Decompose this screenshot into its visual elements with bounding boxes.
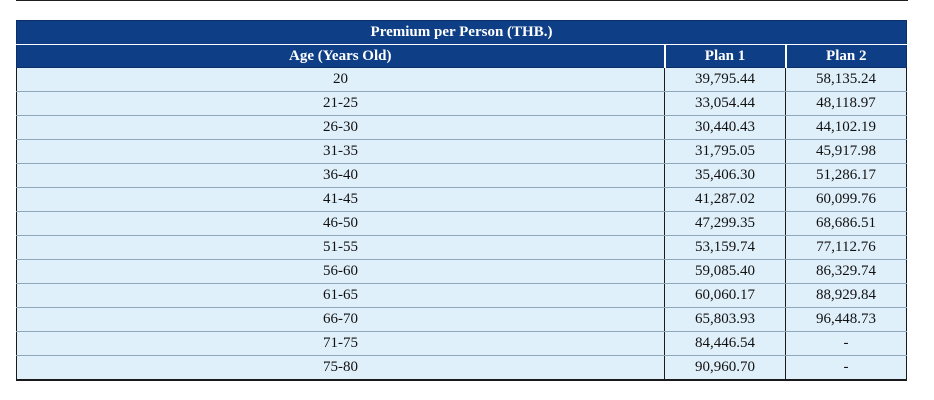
age-cell: 20 — [16, 67, 665, 92]
plan-2-premium-cell: - — [785, 331, 908, 356]
plan-1-premium-cell: 47,299.35 — [664, 211, 786, 236]
age-cell: 21-25 — [16, 91, 665, 116]
top-divider-line — [16, 0, 908, 1]
table-row: 21-25 33,054.44 48,118.97 — [16, 91, 908, 116]
plan-1-premium-cell: 30,440.43 — [664, 115, 786, 140]
plan-1-premium-cell: 90,960.70 — [664, 355, 786, 381]
table-row: 61-65 60,060.17 88,929.84 — [16, 283, 908, 308]
plan-2-premium-cell: - — [785, 355, 908, 381]
table-header-row: Age (Years Old) Plan 1 Plan 2 — [16, 44, 908, 68]
plan-2-premium-cell: 58,135.24 — [785, 67, 908, 92]
age-cell: 41-45 — [16, 187, 665, 212]
plan-1-premium-cell: 35,406.30 — [664, 163, 786, 188]
plan-2-premium-cell: 60,099.76 — [785, 187, 908, 212]
table-title: Premium per Person (THB.) — [15, 20, 908, 45]
column-header-age: Age (Years Old) — [16, 44, 665, 68]
age-cell: 71-75 — [16, 331, 665, 356]
table-row: 46-50 47,299.35 68,686.51 — [16, 211, 908, 236]
age-cell: 36-40 — [16, 163, 665, 188]
plan-1-premium-cell: 60,060.17 — [664, 283, 786, 308]
age-cell: 66-70 — [16, 307, 665, 332]
table-row: 41-45 41,287.02 60,099.76 — [16, 187, 908, 212]
plan-2-premium-cell: 48,118.97 — [785, 91, 908, 116]
plan-1-premium-cell: 84,446.54 — [664, 331, 786, 356]
age-cell: 56-60 — [16, 259, 665, 284]
age-cell: 31-35 — [16, 139, 665, 164]
plan-2-premium-cell: 45,917.98 — [785, 139, 908, 164]
table-body: 20 39,795.44 58,135.24 21-25 33,054.44 48,118… — [16, 67, 908, 381]
table-row: 36-40 35,406.30 51,286.17 — [16, 163, 908, 188]
table-row: 26-30 30,440.43 44,102.19 — [16, 115, 908, 140]
plan-2-premium-cell: 44,102.19 — [785, 115, 908, 140]
plan-1-premium-cell: 65,803.93 — [664, 307, 786, 332]
column-header-plan-1: Plan 1 — [663, 44, 786, 68]
plan-1-premium-cell: 59,085.40 — [664, 259, 786, 284]
table-row: 31-35 31,795.05 45,917.98 — [16, 139, 908, 164]
premium-table: Premium per Person (THB.) Age (Years Old… — [15, 20, 908, 381]
table-row: 71-75 84,446.54- — [16, 331, 908, 356]
plan-1-premium-cell: 39,795.44 — [664, 67, 786, 92]
age-cell: 61-65 — [16, 283, 665, 308]
plan-2-premium-cell: 68,686.51 — [785, 211, 908, 236]
plan-2-premium-cell: 88,929.84 — [785, 283, 908, 308]
plan-2-premium-cell: 77,112.76 — [785, 235, 908, 260]
age-cell: 26-30 — [16, 115, 665, 140]
table-row: 51-55 53,159.74 77,112.76 — [16, 235, 908, 260]
plan-1-premium-cell: 31,795.05 — [664, 139, 786, 164]
table-title-row: Premium per Person (THB.) — [15, 20, 908, 45]
age-cell: 46-50 — [16, 211, 665, 236]
column-header-plan-2: Plan 2 — [784, 44, 908, 68]
plan-1-premium-cell: 53,159.74 — [664, 235, 786, 260]
table-row: 66-70 65,803.93 96,448.73 — [16, 307, 908, 332]
age-cell: 75-80 — [16, 355, 665, 381]
plan-1-premium-cell: 41,287.02 — [664, 187, 786, 212]
table-row: 75-80 90,960.70- — [16, 355, 908, 381]
table-row: 56-60 59,085.40 86,329.74 — [16, 259, 908, 284]
plan-2-premium-cell: 96,448.73 — [785, 307, 908, 332]
plan-2-premium-cell: 86,329.74 — [785, 259, 908, 284]
age-cell: 51-55 — [16, 235, 665, 260]
plan-1-premium-cell: 33,054.44 — [664, 91, 786, 116]
table-row: 20 39,795.44 58,135.24 — [16, 67, 908, 92]
plan-2-premium-cell: 51,286.17 — [785, 163, 908, 188]
